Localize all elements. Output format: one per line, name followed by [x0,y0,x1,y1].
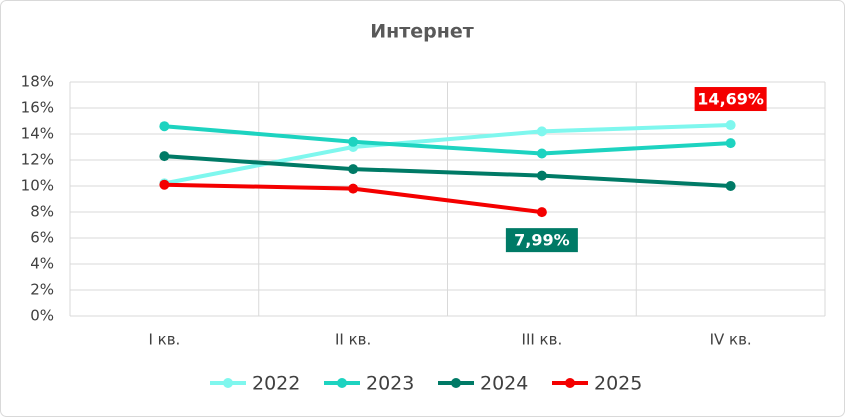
y-tick-label: 2% [30,281,54,299]
y-tick-label: 14% [21,125,54,143]
point [536,207,547,218]
point [725,138,736,149]
x-tick-label: II кв. [335,331,371,349]
point [536,126,547,137]
legend-marker [565,378,575,388]
legend-label: 2022 [252,373,300,395]
data-label: 7,99% [505,228,578,253]
y-tick-label: 16% [21,99,54,117]
series-line [163,123,731,186]
chart-title: Интернет [370,21,474,43]
x-tick-label: I кв. [148,331,180,349]
point [348,183,359,194]
point [536,148,547,159]
data-label-text: 14,69% [697,90,764,109]
point [536,170,547,181]
y-tick-label: 18% [21,73,54,91]
legend-marker [337,378,347,388]
series-line [164,154,731,188]
data-label-text: 7,99% [514,231,570,250]
data-label-box [505,228,578,253]
point [159,151,170,162]
y-tick-label: 8% [30,203,54,221]
legend-marker [223,378,233,388]
series-line [164,124,731,156]
y-tick-label: 0% [30,307,54,325]
point [159,179,170,190]
x-tick-label: IV кв. [710,331,752,349]
legend-label: 2023 [366,373,414,395]
y-tick-label: 10% [21,177,54,195]
y-tick-label: 4% [30,255,54,273]
y-tick-label: 12% [21,151,54,169]
data-label-box [694,87,767,112]
data-label: 14,69% [694,87,767,112]
point [725,120,736,131]
legend-label: 2024 [480,373,528,395]
point [725,181,736,191]
point [348,164,359,175]
y-tick-label: 6% [30,229,54,247]
x-tick-label: III кв. [522,331,563,349]
point [159,121,170,132]
legend-label: 2025 [594,373,642,395]
legend-marker [451,378,461,388]
point [348,136,359,147]
